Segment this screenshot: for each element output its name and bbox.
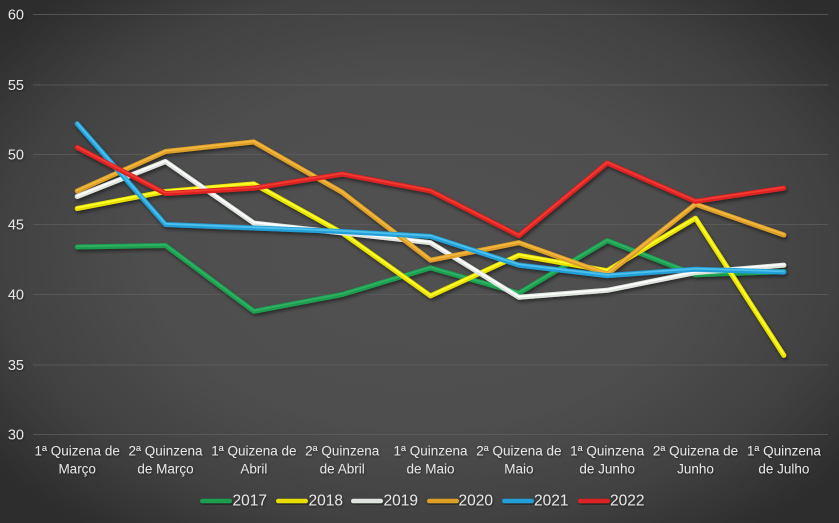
svg-text:35: 35 <box>8 358 24 374</box>
svg-text:30: 30 <box>8 428 24 444</box>
svg-text:2018: 2018 <box>309 493 343 510</box>
svg-text:55: 55 <box>8 78 24 94</box>
svg-text:2019: 2019 <box>384 493 418 510</box>
svg-text:2021: 2021 <box>534 493 568 510</box>
svg-text:50: 50 <box>8 148 24 164</box>
svg-text:2020: 2020 <box>459 493 494 510</box>
svg-text:45: 45 <box>8 218 24 234</box>
svg-text:2017: 2017 <box>233 493 267 510</box>
svg-text:60: 60 <box>8 8 24 24</box>
svg-text:40: 40 <box>8 288 24 304</box>
svg-text:2022: 2022 <box>610 493 644 510</box>
